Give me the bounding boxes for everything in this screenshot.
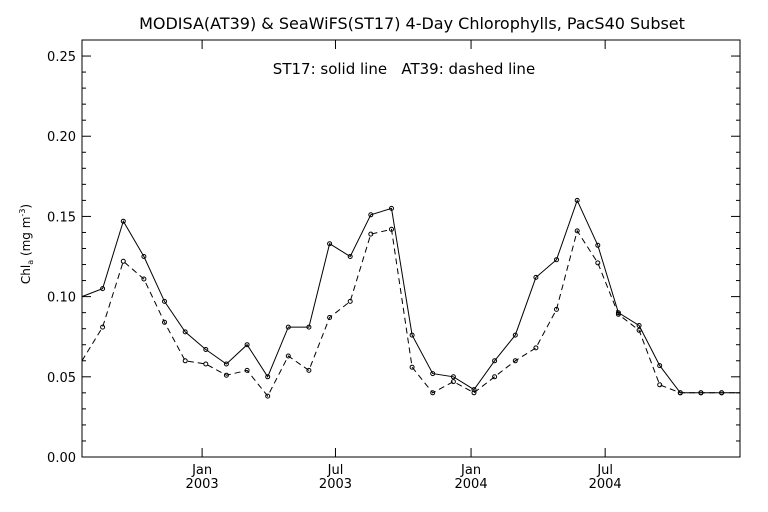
data-point-st17 [409,332,415,338]
x-tick-year-label: 2004 [455,477,488,492]
data-point-at39 [100,324,106,330]
x-tick-year-label: 2004 [589,477,622,492]
data-point-at39 [615,311,621,317]
data-point-st17 [595,242,601,248]
data-point-at39 [120,258,126,264]
chart-title: MODISA(AT39) & SeaWiFS(ST17) 4-Day Chlor… [139,14,685,33]
data-point-st17 [120,218,126,224]
data-point-at39 [677,390,683,396]
data-point-at39 [409,364,415,370]
data-point-at39 [368,231,374,237]
data-point-st17 [162,298,167,304]
data-point-at39 [512,358,518,364]
x-tick-year-label: 2003 [186,477,219,492]
data-point-at39 [265,393,271,399]
x-tick-month-label: Jan [191,463,212,478]
data-point-at39 [657,382,663,388]
x-tick-month-label: Jul [327,463,344,478]
data-point-at39 [141,276,147,282]
data-point-at39 [327,315,333,320]
data-point-at39 [595,260,601,266]
y-tick-label: 0.20 [47,130,76,145]
data-point-at39 [492,374,498,380]
data-point-st17 [554,257,559,263]
data-point-st17 [347,254,353,259]
data-point-at39 [471,390,477,396]
plot-area [81,197,740,399]
data-point-st17 [244,342,250,348]
data-point-at39 [244,367,250,373]
data-point-at39 [533,345,539,351]
data-point-st17 [141,254,147,259]
y-axis-label-superscript: -3 [18,209,27,217]
data-point-st17 [657,363,663,369]
data-point-at39 [719,390,725,396]
data-point-st17 [471,387,477,393]
data-point-st17 [492,358,498,364]
data-point-at39 [450,379,456,385]
data-point-st17 [389,205,394,211]
data-point-at39 [203,361,209,367]
y-axis-label-subscript: a [26,260,35,265]
y-tick-label: 0.10 [47,291,76,306]
data-point-st17 [327,241,333,247]
data-point-st17 [636,323,642,328]
y-tick-label: 0.00 [47,451,76,466]
data-point-at39 [636,327,642,333]
data-point-st17 [450,374,456,380]
data-point-at39 [574,228,580,234]
data-point-at39 [223,372,229,378]
axes: 0.000.050.100.150.200.25Jan2003Jul2003Ja… [47,40,740,492]
series-line-st17 [81,199,740,394]
data-point-st17 [306,324,312,330]
data-point-at39 [306,367,312,373]
x-tick-year-label: 2003 [319,477,352,492]
y-tick-label: 0.05 [47,371,76,386]
y-axis-label: Chla (mg m-3) [18,204,35,284]
data-point-st17 [512,332,518,338]
data-point-st17 [285,324,291,330]
data-point-at39 [554,306,559,312]
data-point-at39 [430,390,436,396]
data-point-st17 [574,197,580,203]
y-tick-label: 0.25 [47,50,76,65]
data-point-st17 [182,329,188,335]
y-axis-label-mid: (mg m [19,217,33,260]
y-axis-label-end: ) [19,204,33,209]
data-point-st17 [368,212,374,218]
data-point-st17 [223,361,229,367]
data-point-st17 [100,286,106,292]
data-point-st17 [203,347,209,352]
data-point-st17 [533,274,539,280]
x-tick-month-label: Jan [460,463,481,478]
data-point-at39 [285,353,291,359]
data-point-st17 [265,374,271,380]
data-point-at39 [389,226,394,232]
y-axis-label-main: Chl [19,265,33,284]
data-point-at39 [698,390,704,396]
data-point-st17 [430,371,436,377]
plot-frame [81,39,741,458]
y-tick-label: 0.15 [47,210,76,225]
series-line-at39 [81,228,740,398]
data-point-at39 [182,358,188,364]
x-tick-month-label: Jul [596,463,613,478]
legend-annotation: ST17: solid line AT39: dashed line [273,60,535,78]
data-point-at39 [162,319,167,325]
data-point-at39 [347,298,353,304]
